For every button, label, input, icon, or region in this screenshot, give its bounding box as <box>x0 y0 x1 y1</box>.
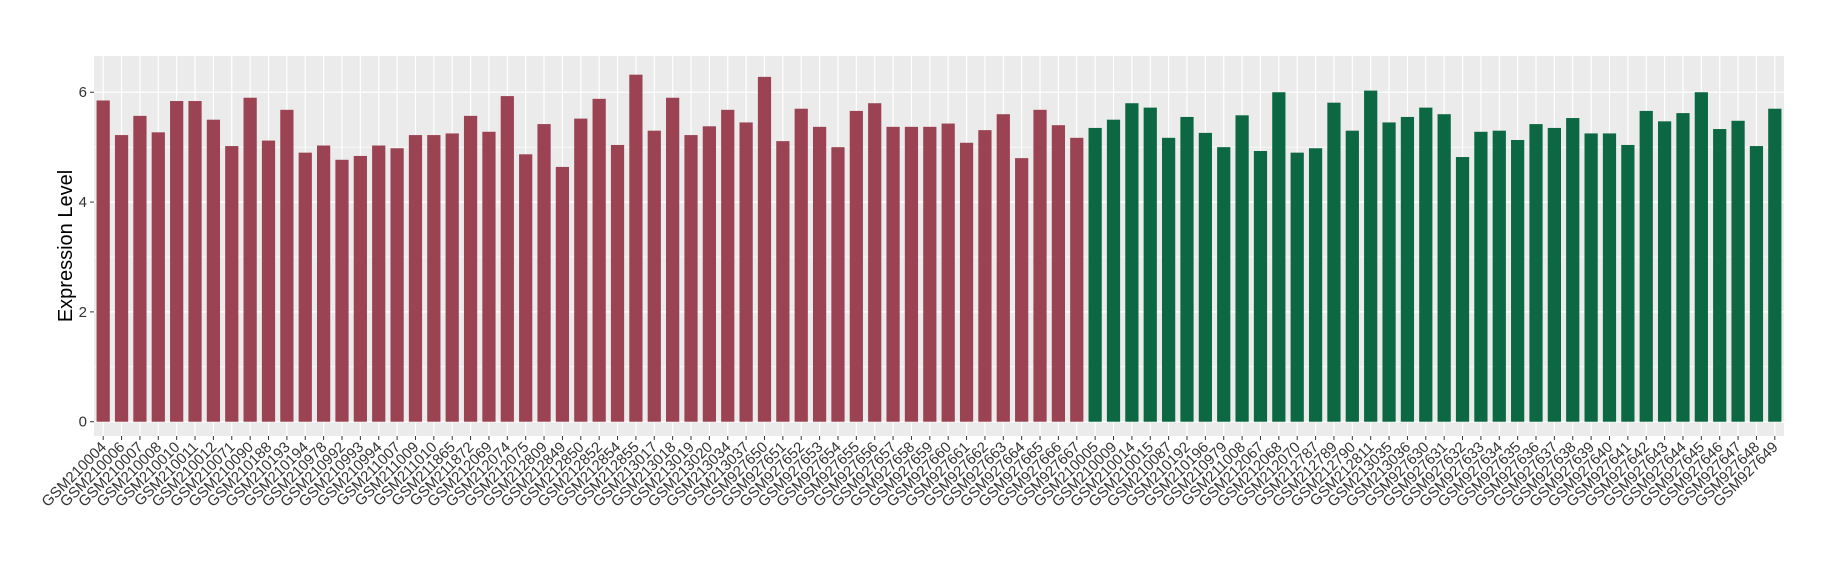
bar <box>390 148 404 422</box>
bar <box>647 130 661 422</box>
bar <box>1364 90 1378 422</box>
y-tick-label: 6 <box>79 84 87 101</box>
bar <box>1657 121 1672 422</box>
bar <box>1621 144 1635 422</box>
bar <box>1033 109 1047 422</box>
bar <box>1676 113 1690 422</box>
bar <box>1694 92 1708 422</box>
bar <box>1382 122 1396 422</box>
bar <box>280 109 294 422</box>
bar <box>133 115 147 422</box>
y-tick-label: 0 <box>79 414 87 431</box>
bar <box>225 146 239 422</box>
bar <box>1106 119 1121 422</box>
bar <box>1455 157 1470 422</box>
bar <box>555 166 570 422</box>
bar <box>1584 133 1598 422</box>
bar <box>1547 127 1561 422</box>
bar <box>1474 131 1488 422</box>
bar <box>1566 118 1580 422</box>
bar <box>353 155 367 422</box>
bar <box>868 103 882 422</box>
bar <box>666 97 680 422</box>
bar <box>1602 133 1617 422</box>
bar <box>1327 102 1341 422</box>
y-tick-label: 4 <box>79 194 87 211</box>
bar <box>1400 116 1415 422</box>
bar <box>1272 92 1286 422</box>
bar <box>1437 114 1451 422</box>
y-tick-label: 2 <box>79 304 87 321</box>
bar <box>317 145 331 422</box>
bar <box>757 76 772 422</box>
bar <box>1290 152 1304 422</box>
bar <box>1639 110 1653 422</box>
bar <box>629 74 643 422</box>
bar <box>794 108 808 422</box>
bar <box>1070 137 1084 422</box>
bar <box>188 101 202 422</box>
bar <box>702 126 716 422</box>
bar <box>1051 125 1066 422</box>
bar <box>206 119 221 422</box>
bar <box>372 145 386 422</box>
bar <box>298 152 312 422</box>
bar <box>574 118 588 422</box>
bar <box>941 123 955 422</box>
bar <box>776 141 790 422</box>
bar <box>519 154 533 422</box>
bar <box>996 114 1010 422</box>
bar <box>1088 127 1102 422</box>
bar <box>114 135 129 422</box>
bar <box>886 126 900 422</box>
bar <box>1198 132 1212 422</box>
bar <box>1162 137 1176 422</box>
bar <box>1511 140 1525 422</box>
bar <box>1419 107 1433 422</box>
bar <box>812 126 827 422</box>
bar <box>1492 130 1506 422</box>
bar <box>1125 103 1139 422</box>
bar <box>261 140 276 422</box>
bar <box>1749 146 1764 422</box>
bar <box>923 126 937 422</box>
bar <box>500 96 514 422</box>
bar <box>243 97 257 422</box>
bar <box>151 132 165 422</box>
bar <box>1253 151 1268 422</box>
bar <box>978 130 992 422</box>
bar <box>904 126 919 422</box>
bar <box>170 101 184 422</box>
bar <box>1731 120 1745 422</box>
bar <box>463 115 478 422</box>
bar <box>1217 147 1231 422</box>
bar <box>1180 116 1194 422</box>
bar <box>1768 108 1782 422</box>
bar <box>610 144 625 422</box>
bar <box>831 147 845 422</box>
bar <box>445 133 459 422</box>
bar <box>684 135 698 422</box>
bar <box>427 135 441 422</box>
bar <box>1529 124 1543 422</box>
bar <box>721 109 735 422</box>
bar <box>739 122 753 422</box>
bar <box>335 159 349 422</box>
bar <box>849 110 863 422</box>
y-axis-title: Expression Level <box>55 170 77 322</box>
bar <box>408 135 423 422</box>
bar <box>96 100 110 422</box>
bar <box>537 124 551 422</box>
bar <box>1308 148 1323 422</box>
bar <box>1235 115 1249 422</box>
bar <box>592 98 606 422</box>
bar <box>1143 107 1157 422</box>
bar <box>959 142 974 422</box>
bar <box>1713 129 1727 422</box>
bar <box>1345 130 1359 422</box>
bar <box>482 131 496 422</box>
bar <box>1015 158 1029 422</box>
